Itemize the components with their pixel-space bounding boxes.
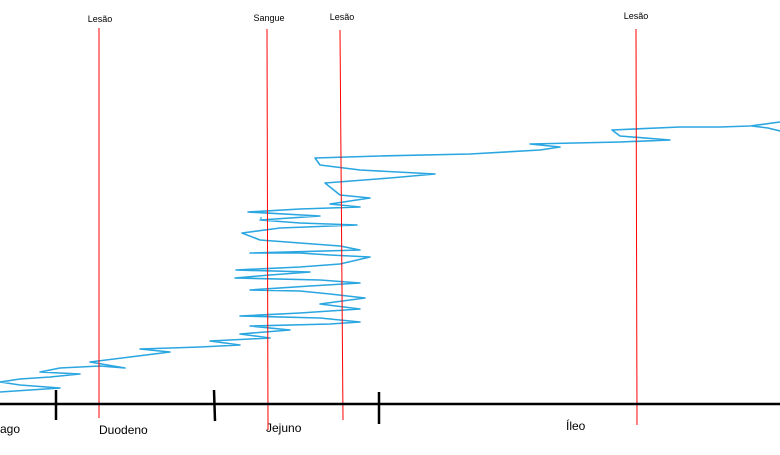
marker-label-lesao-1: Lesão <box>88 14 113 24</box>
capsule-trace-tail <box>751 125 780 132</box>
section-label-ileo: Íleo <box>566 418 586 433</box>
section-label-jejuno: Jejuno <box>266 421 302 435</box>
marker-lines <box>98 28 638 431</box>
marker-label-lesao-3: Lesão <box>624 11 649 21</box>
marker-line-lesao-3 <box>635 28 638 426</box>
trace-dot <box>260 217 262 219</box>
section-label-duodeno: Duodeno <box>99 423 148 437</box>
divider-tick-2 <box>212 389 217 422</box>
marker-line-sangue <box>266 28 269 431</box>
capsule-trace <box>0 121 780 393</box>
marker-line-lesao-2 <box>339 29 344 421</box>
marker-label-sangue: Sangue <box>253 13 284 23</box>
section-label-estomago: ago <box>0 422 20 436</box>
marker-label-lesao-2: Lesão <box>330 12 355 22</box>
